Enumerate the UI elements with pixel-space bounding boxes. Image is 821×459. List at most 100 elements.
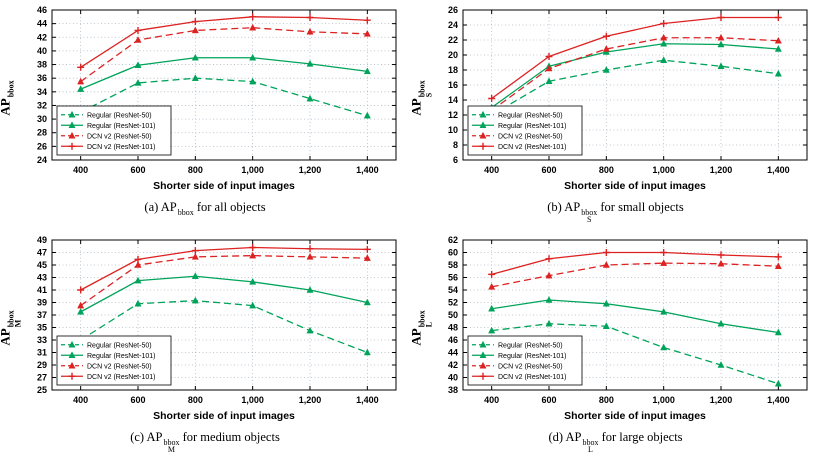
marker-plus <box>545 53 552 60</box>
y-tick-label: 58 <box>447 260 457 270</box>
legend-label: Regular (ResNet-50) <box>498 342 563 349</box>
marker-triangle <box>191 296 199 303</box>
grid-lines <box>52 239 396 390</box>
x-tick-label: 600 <box>541 165 556 175</box>
caption-suffix: for small objects <box>597 200 684 214</box>
marker-triangle <box>191 271 199 279</box>
y-tick-label: 35 <box>37 322 47 332</box>
marker-triangle <box>363 348 371 355</box>
y-tick-label: 48 <box>447 322 457 332</box>
marker-triangle <box>774 36 782 44</box>
y-tick-label: 42 <box>37 32 47 42</box>
caption-prefix: (d) <box>548 429 566 444</box>
series-dcn-v2-resnet-101 <box>77 13 371 71</box>
marker-plus <box>659 20 667 27</box>
marker-plus <box>479 142 486 150</box>
axis-ticks: 400 600 800 1,000 1,200 1,400 24 26 28 30 32 34 36 38… <box>37 5 396 175</box>
y-tick-label: 26 <box>37 141 47 151</box>
chart-d-large-objects: AP bbox L 400 600 800 1,000 1,200 1,400 38 40 42 44… <box>409 230 821 459</box>
marker-triangle <box>716 319 725 326</box>
marker-triangle <box>191 26 199 34</box>
x-tick-label: 1,400 <box>356 395 379 405</box>
series-line-dcn-v2-resnet-50 <box>490 37 778 112</box>
marker-plus <box>545 254 552 262</box>
marker-triangle <box>306 59 314 67</box>
marker-triangle <box>68 131 76 139</box>
y-tick-label: 12 <box>447 110 457 120</box>
marker-triangle <box>363 111 371 119</box>
marker-triangle <box>478 350 487 358</box>
y-tick-label: 38 <box>37 60 47 70</box>
marker-triangle <box>478 121 487 128</box>
x-axis-label: Shorter side of input images <box>153 410 295 422</box>
y-tick-label: 26 <box>447 5 457 15</box>
marker-triangle <box>306 326 314 333</box>
marker-triangle <box>249 301 257 308</box>
marker-triangle <box>134 79 142 86</box>
marker-plus <box>306 244 314 252</box>
y-tick-label: 14 <box>447 95 457 105</box>
x-tick-label: 600 <box>541 395 556 405</box>
y-tick-label: 45 <box>37 260 47 270</box>
x-axis-label: Shorter side of input images <box>564 410 706 422</box>
y-tick-label: 30 <box>37 114 47 124</box>
marker-triangle <box>659 56 667 63</box>
marker-triangle <box>774 261 782 269</box>
legend-label: DCN v2 (ResNet-50) <box>87 363 152 370</box>
marker-triangle <box>191 53 199 61</box>
marker-plus <box>77 286 85 293</box>
plot-svg-c: 400 600 800 1,000 1,200 1,400 25 27 29 31 33 35 37 39… <box>37 235 397 422</box>
marker-triangle <box>716 40 725 48</box>
marker-triangle <box>602 66 610 73</box>
y-tick-label: 34 <box>37 87 47 97</box>
series-line-regular-resnet-50 <box>80 299 368 353</box>
x-tick-label: 1,000 <box>652 395 675 405</box>
y-tick-label: 8 <box>452 140 457 150</box>
series-line-dcn-v2-resnet-101 <box>490 251 778 275</box>
marker-triangle <box>602 321 610 329</box>
series-regular-resnet-101 <box>487 39 782 111</box>
series-line-dcn-v2-resnet-101 <box>490 16 778 100</box>
series-line-dcn-v2-resnet-50 <box>80 27 368 83</box>
grid-lines <box>52 10 396 160</box>
series-line-dcn-v2-resnet-50 <box>80 254 368 306</box>
marker-triangle <box>774 379 782 386</box>
marker-triangle <box>716 33 725 41</box>
y-tick-label: 28 <box>37 128 47 138</box>
y-tick-label: 60 <box>447 247 457 257</box>
marker-triangle <box>77 307 85 315</box>
series-dcn-v2-resnet-101 <box>487 248 782 278</box>
y-tick-label: 43 <box>37 272 47 282</box>
y-tick-label: 16 <box>447 80 457 90</box>
marker-triangle <box>306 27 314 35</box>
marker-triangle <box>363 298 371 305</box>
chart-a-plot-area: 400 600 800 1,000 1,200 1,400 24 26 28 30 32 34 36 38… <box>0 0 410 200</box>
caption-sub: L <box>587 444 593 454</box>
series-regular-resnet-101 <box>77 271 371 315</box>
marker-plus <box>602 248 610 256</box>
chart-d-caption: (d) AP bbox L for large objects <box>411 429 821 454</box>
chart-b-small-objects: AP bbox S 400 600 800 1,000 1,200 1,400 6 8 10 12 14… <box>409 0 821 229</box>
marker-triangle <box>487 326 495 333</box>
legend: Regular (ResNet-50) Regular (ResNet-101) D… <box>56 335 172 385</box>
x-tick-label: 600 <box>130 165 145 175</box>
series-line-regular-resnet-50 <box>490 59 778 116</box>
marker-triangle <box>68 340 76 347</box>
y-tick-label: 54 <box>447 285 457 295</box>
series-regular-resnet-101 <box>77 53 371 92</box>
plot-svg-a: 400 600 800 1,000 1,200 1,400 24 26 28 30 32 34 36 38… <box>37 5 397 192</box>
series-dcn-v2-resnet-50 <box>487 258 782 290</box>
marker-triangle <box>544 319 553 326</box>
marker-plus <box>659 248 667 256</box>
y-tick-label: 44 <box>447 347 457 357</box>
legend-label: Regular (ResNet-101) <box>87 123 155 130</box>
caption-prefix: (a) <box>144 200 161 214</box>
marker-triangle <box>487 304 495 311</box>
caption-base: AP <box>160 200 177 214</box>
series-line-regular-resnet-50 <box>491 322 779 384</box>
legend-label: Regular (ResNet-101) <box>498 352 566 359</box>
marker-triangle <box>363 29 371 37</box>
series-regular-resnet-101 <box>487 295 782 335</box>
marker-triangle <box>68 350 76 358</box>
